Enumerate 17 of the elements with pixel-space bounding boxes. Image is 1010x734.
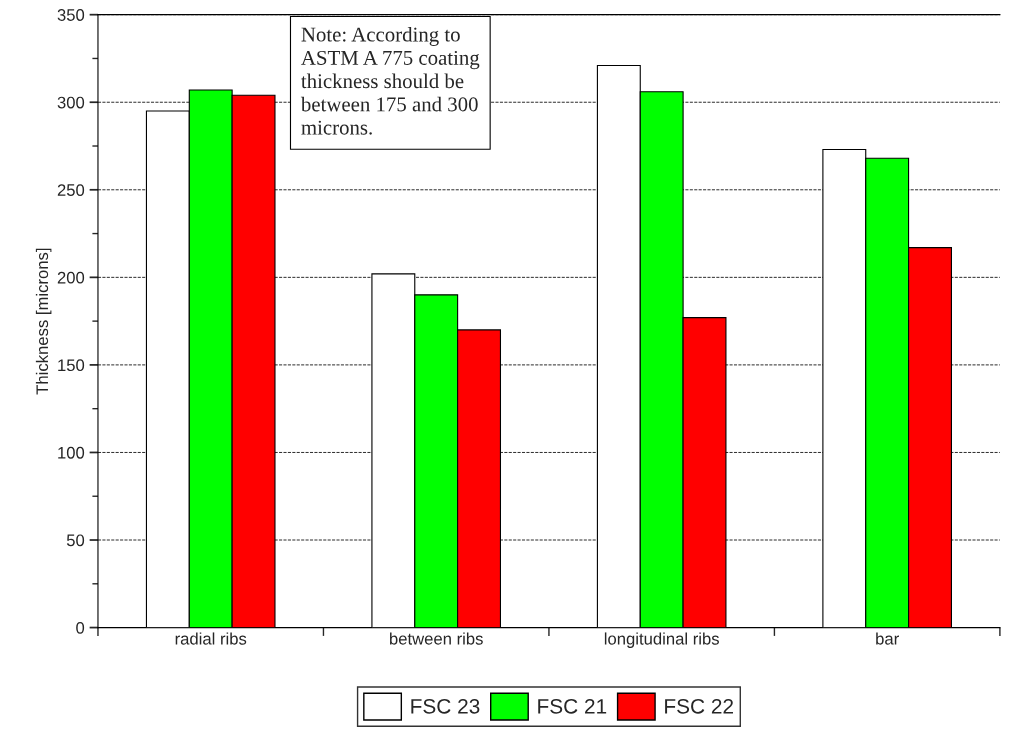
y-tick-label: 350 (57, 9, 85, 21)
y-tick-label: 250 (57, 184, 85, 196)
y-axis-title: Thickness [microns] (35, 248, 52, 395)
annotation: Note: According to ASTM A 775 coating thickness should be between 175 and 300 microns. (300, 26, 480, 135)
x-tick-label: longitudinal ribs (604, 632, 719, 648)
y-tick-label: 200 (57, 271, 85, 284)
legend-label: FSC 23 (411, 698, 480, 714)
y-tick-label: 50 (66, 534, 85, 547)
x-tick-label: bar (876, 632, 899, 645)
y-tick-label: 150 (58, 359, 85, 372)
x-tick-label: radial ribs (175, 632, 247, 645)
y-tick-label: 300 (57, 96, 85, 109)
legend-label: FSC 21 (538, 698, 607, 714)
legend-label: FSC 22 (665, 698, 733, 714)
y-tick-label: 0 (76, 621, 85, 634)
y-tick-label: 100 (58, 446, 85, 459)
x-tick-label: between ribs (390, 632, 483, 645)
